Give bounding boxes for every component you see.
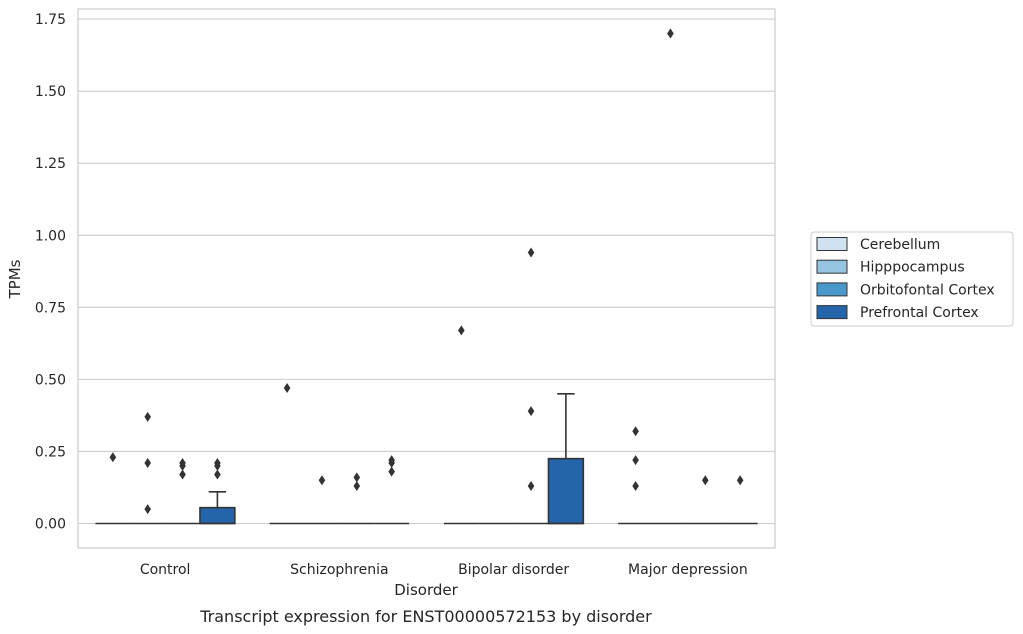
- x-tick-label: Major depression: [628, 562, 748, 578]
- outlier-point: [527, 406, 535, 417]
- outlier-point: [632, 426, 639, 437]
- outlier-point: [179, 460, 186, 471]
- outlier-point: [702, 475, 709, 486]
- outlier-point: [318, 475, 326, 486]
- legend-label: Orbitofontal Cortex: [860, 282, 995, 298]
- outlier-point: [283, 383, 291, 394]
- plot-area-frame: [77, 8, 776, 549]
- y-axis-ticks: 0.00 0.25 0.50 0.75 1.00 1.25 1.50 1.75: [35, 12, 66, 532]
- x-tick-label: Schizophrenia: [290, 562, 388, 578]
- x-axis-ticks: Control Schizophrenia Bipolar disorder Majo…: [140, 562, 748, 578]
- y-tick-label: 0.50: [35, 372, 66, 388]
- outlier-point: [144, 504, 151, 515]
- outlier-point: [179, 469, 186, 480]
- outlier-point: [458, 325, 465, 336]
- gridlines: [78, 18, 775, 525]
- legend-swatch: [816, 237, 848, 251]
- legend-swatch: [816, 305, 848, 320]
- outliers: [109, 28, 744, 515]
- legend-swatch: [816, 282, 848, 297]
- outlier-point: [353, 472, 361, 483]
- outlier-point: [109, 452, 117, 463]
- outlier-point: [214, 460, 221, 471]
- x-axis-label: Disorder: [394, 581, 458, 599]
- y-tick-label: 1.00: [35, 228, 66, 244]
- boxes: [95, 392, 758, 525]
- outlier-point: [527, 247, 535, 258]
- y-tick-label: 0.75: [35, 300, 66, 316]
- outlier-point: [144, 411, 151, 422]
- outlier-point: [667, 28, 674, 39]
- box-prefrontal-cortex: [199, 490, 236, 525]
- x-tick-label: Control: [140, 562, 191, 578]
- x-tick-label: Bipolar disorder: [458, 562, 569, 578]
- y-tick-label: 1.25: [35, 156, 66, 172]
- legend-label: Cerebellum: [860, 237, 940, 253]
- box-iqr: [547, 457, 585, 525]
- legend-swatch: [816, 259, 848, 274]
- outlier-point: [388, 466, 395, 477]
- outlier-point: [632, 455, 639, 466]
- chart-caption: Transcript expression for ENST0000057215…: [199, 607, 652, 626]
- legend: Cerebellum Hipppocampus Orbitofontal Corte…: [810, 231, 1014, 327]
- legend-items: Cerebellum Hipppocampus Orbitofontal Corte…: [816, 237, 995, 321]
- box-iqr: [199, 506, 236, 525]
- legend-label: Hipppocampus: [860, 260, 965, 276]
- outlier-point: [736, 475, 744, 486]
- y-tick-label: 0.25: [35, 444, 66, 460]
- y-tick-label: 0.00: [35, 517, 66, 533]
- legend-label: Prefrontal Cortex: [860, 305, 979, 321]
- outlier-point: [353, 481, 361, 492]
- legend-frame: [810, 231, 1014, 327]
- y-axis-label: TPMs: [6, 259, 24, 299]
- outlier-point: [527, 481, 535, 492]
- y-tick-label: 1.75: [35, 12, 66, 28]
- outlier-point: [144, 457, 151, 468]
- box-prefrontal-cortex: [547, 392, 585, 525]
- outlier-point: [214, 469, 221, 480]
- outlier-point: [388, 457, 395, 468]
- y-tick-label: 1.50: [35, 84, 66, 100]
- outlier-point: [632, 481, 639, 492]
